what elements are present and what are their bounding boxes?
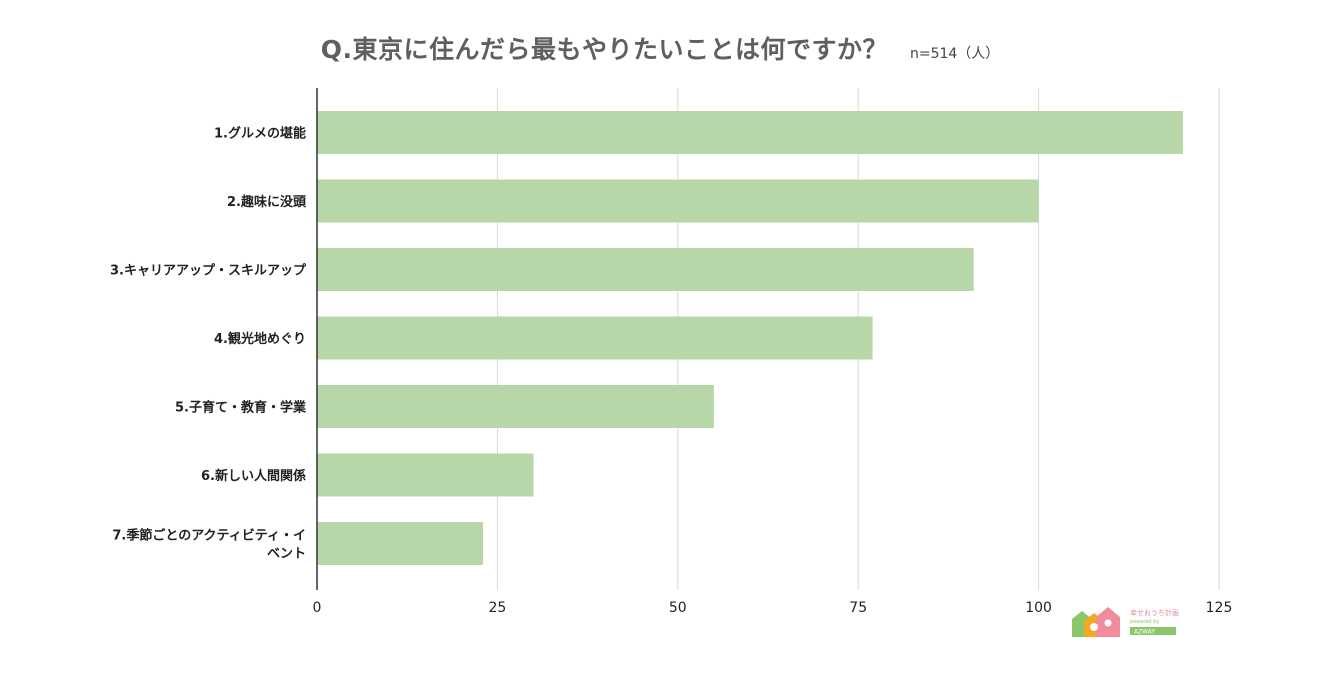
x-tick-label: 75: [849, 600, 867, 616]
category-label: 4.観光地めぐり: [214, 331, 306, 347]
category-label: 3.キャリアアップ・スキルアップ: [110, 264, 307, 279]
bar: [317, 179, 1039, 223]
category-label-layer: 1.グルメの堪能 2.趣味に没頭 3.キャリアアップ・スキルアップ 4.観光地めぐり 5…: [110, 126, 307, 562]
x-tick-label: 125: [1206, 600, 1233, 616]
category-label: 6.新しい人間関係: [201, 468, 306, 484]
bar: [317, 385, 714, 428]
category-label: ベント: [267, 547, 306, 562]
x-tick-label: 0: [313, 600, 322, 616]
sample-size-note: n=514（人）: [909, 46, 1000, 62]
bar: [317, 111, 1183, 154]
bar-layer: [317, 111, 1183, 565]
category-label: 7.季節ごとのアクティビティ・イ: [112, 528, 306, 544]
logo-brand: AZWAY: [1134, 629, 1155, 636]
bar: [317, 453, 534, 497]
category-label: 5.子育て・教育・学業: [175, 400, 307, 416]
logo-text: 幸せおうち計画: [1130, 608, 1179, 617]
category-label: 1.グルメの堪能: [214, 126, 306, 142]
x-tick-label: 100: [1025, 600, 1052, 616]
bar: [317, 522, 483, 565]
logo-subtext: powered by: [1130, 619, 1159, 625]
brand-logo: 幸せおうち計画 powered by AZWAY: [1072, 607, 1179, 637]
x-tick-label: 25: [488, 600, 506, 616]
chart-title: Q.東京に住んだら最もやりたいことは何ですか？: [320, 35, 888, 64]
bar: [317, 248, 974, 291]
x-tick-layer: 0 25 50 75 100 125: [313, 600, 1233, 616]
x-tick-label: 50: [669, 600, 687, 616]
category-label: 2.趣味に没頭: [227, 194, 307, 210]
bar: [317, 316, 873, 360]
chart-title-wrap: Q.東京に住んだら最もやりたいことは何ですか？ n=514（人）: [0, 30, 1320, 66]
